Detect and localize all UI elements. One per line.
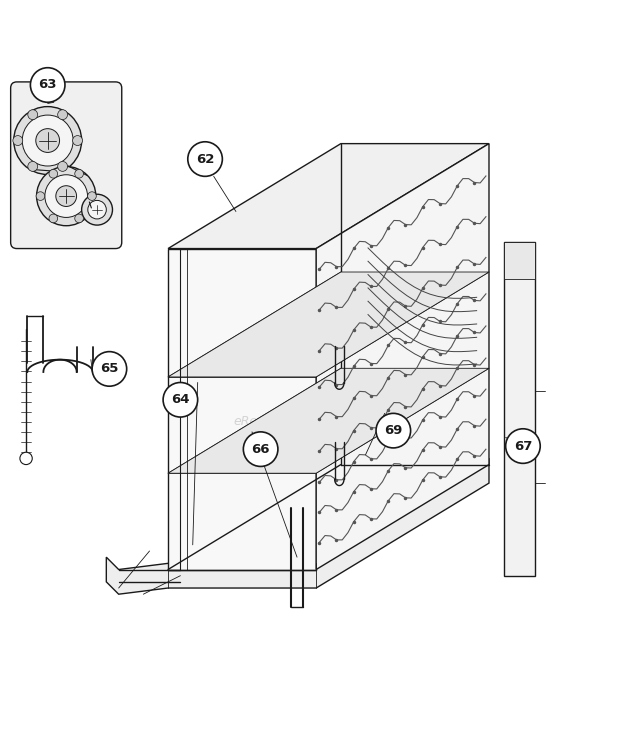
Circle shape	[36, 192, 45, 200]
Circle shape	[75, 170, 84, 178]
Circle shape	[37, 167, 96, 225]
Circle shape	[58, 161, 68, 171]
Circle shape	[58, 109, 68, 120]
Circle shape	[36, 129, 60, 153]
Circle shape	[88, 200, 106, 219]
Text: 67: 67	[514, 440, 532, 452]
Circle shape	[28, 161, 38, 171]
Circle shape	[20, 452, 32, 464]
Bar	[505, 243, 535, 280]
Circle shape	[73, 135, 82, 146]
Circle shape	[22, 115, 73, 166]
Polygon shape	[168, 144, 489, 248]
Text: 65: 65	[100, 362, 118, 376]
Circle shape	[82, 194, 112, 225]
Text: 66: 66	[251, 443, 270, 455]
Circle shape	[163, 382, 198, 417]
Circle shape	[56, 186, 76, 207]
Circle shape	[243, 432, 278, 466]
Text: 64: 64	[171, 394, 190, 406]
Circle shape	[376, 414, 410, 448]
Polygon shape	[168, 368, 489, 473]
Circle shape	[92, 352, 126, 386]
FancyBboxPatch shape	[11, 82, 122, 248]
Polygon shape	[316, 144, 489, 569]
Text: eReplacementParts.com: eReplacementParts.com	[234, 415, 386, 428]
Polygon shape	[106, 458, 489, 594]
Polygon shape	[168, 248, 316, 569]
Circle shape	[49, 170, 58, 178]
Circle shape	[75, 214, 84, 222]
Circle shape	[49, 214, 58, 222]
Bar	[505, 243, 535, 576]
Text: 62: 62	[196, 153, 215, 166]
Circle shape	[87, 192, 96, 200]
Circle shape	[13, 135, 23, 146]
Circle shape	[188, 142, 223, 176]
Text: 69: 69	[384, 424, 402, 437]
Circle shape	[45, 175, 87, 217]
Polygon shape	[168, 272, 489, 377]
Text: 63: 63	[38, 78, 57, 92]
Circle shape	[506, 429, 540, 464]
Circle shape	[30, 68, 65, 102]
Circle shape	[14, 106, 82, 175]
Circle shape	[28, 109, 38, 120]
